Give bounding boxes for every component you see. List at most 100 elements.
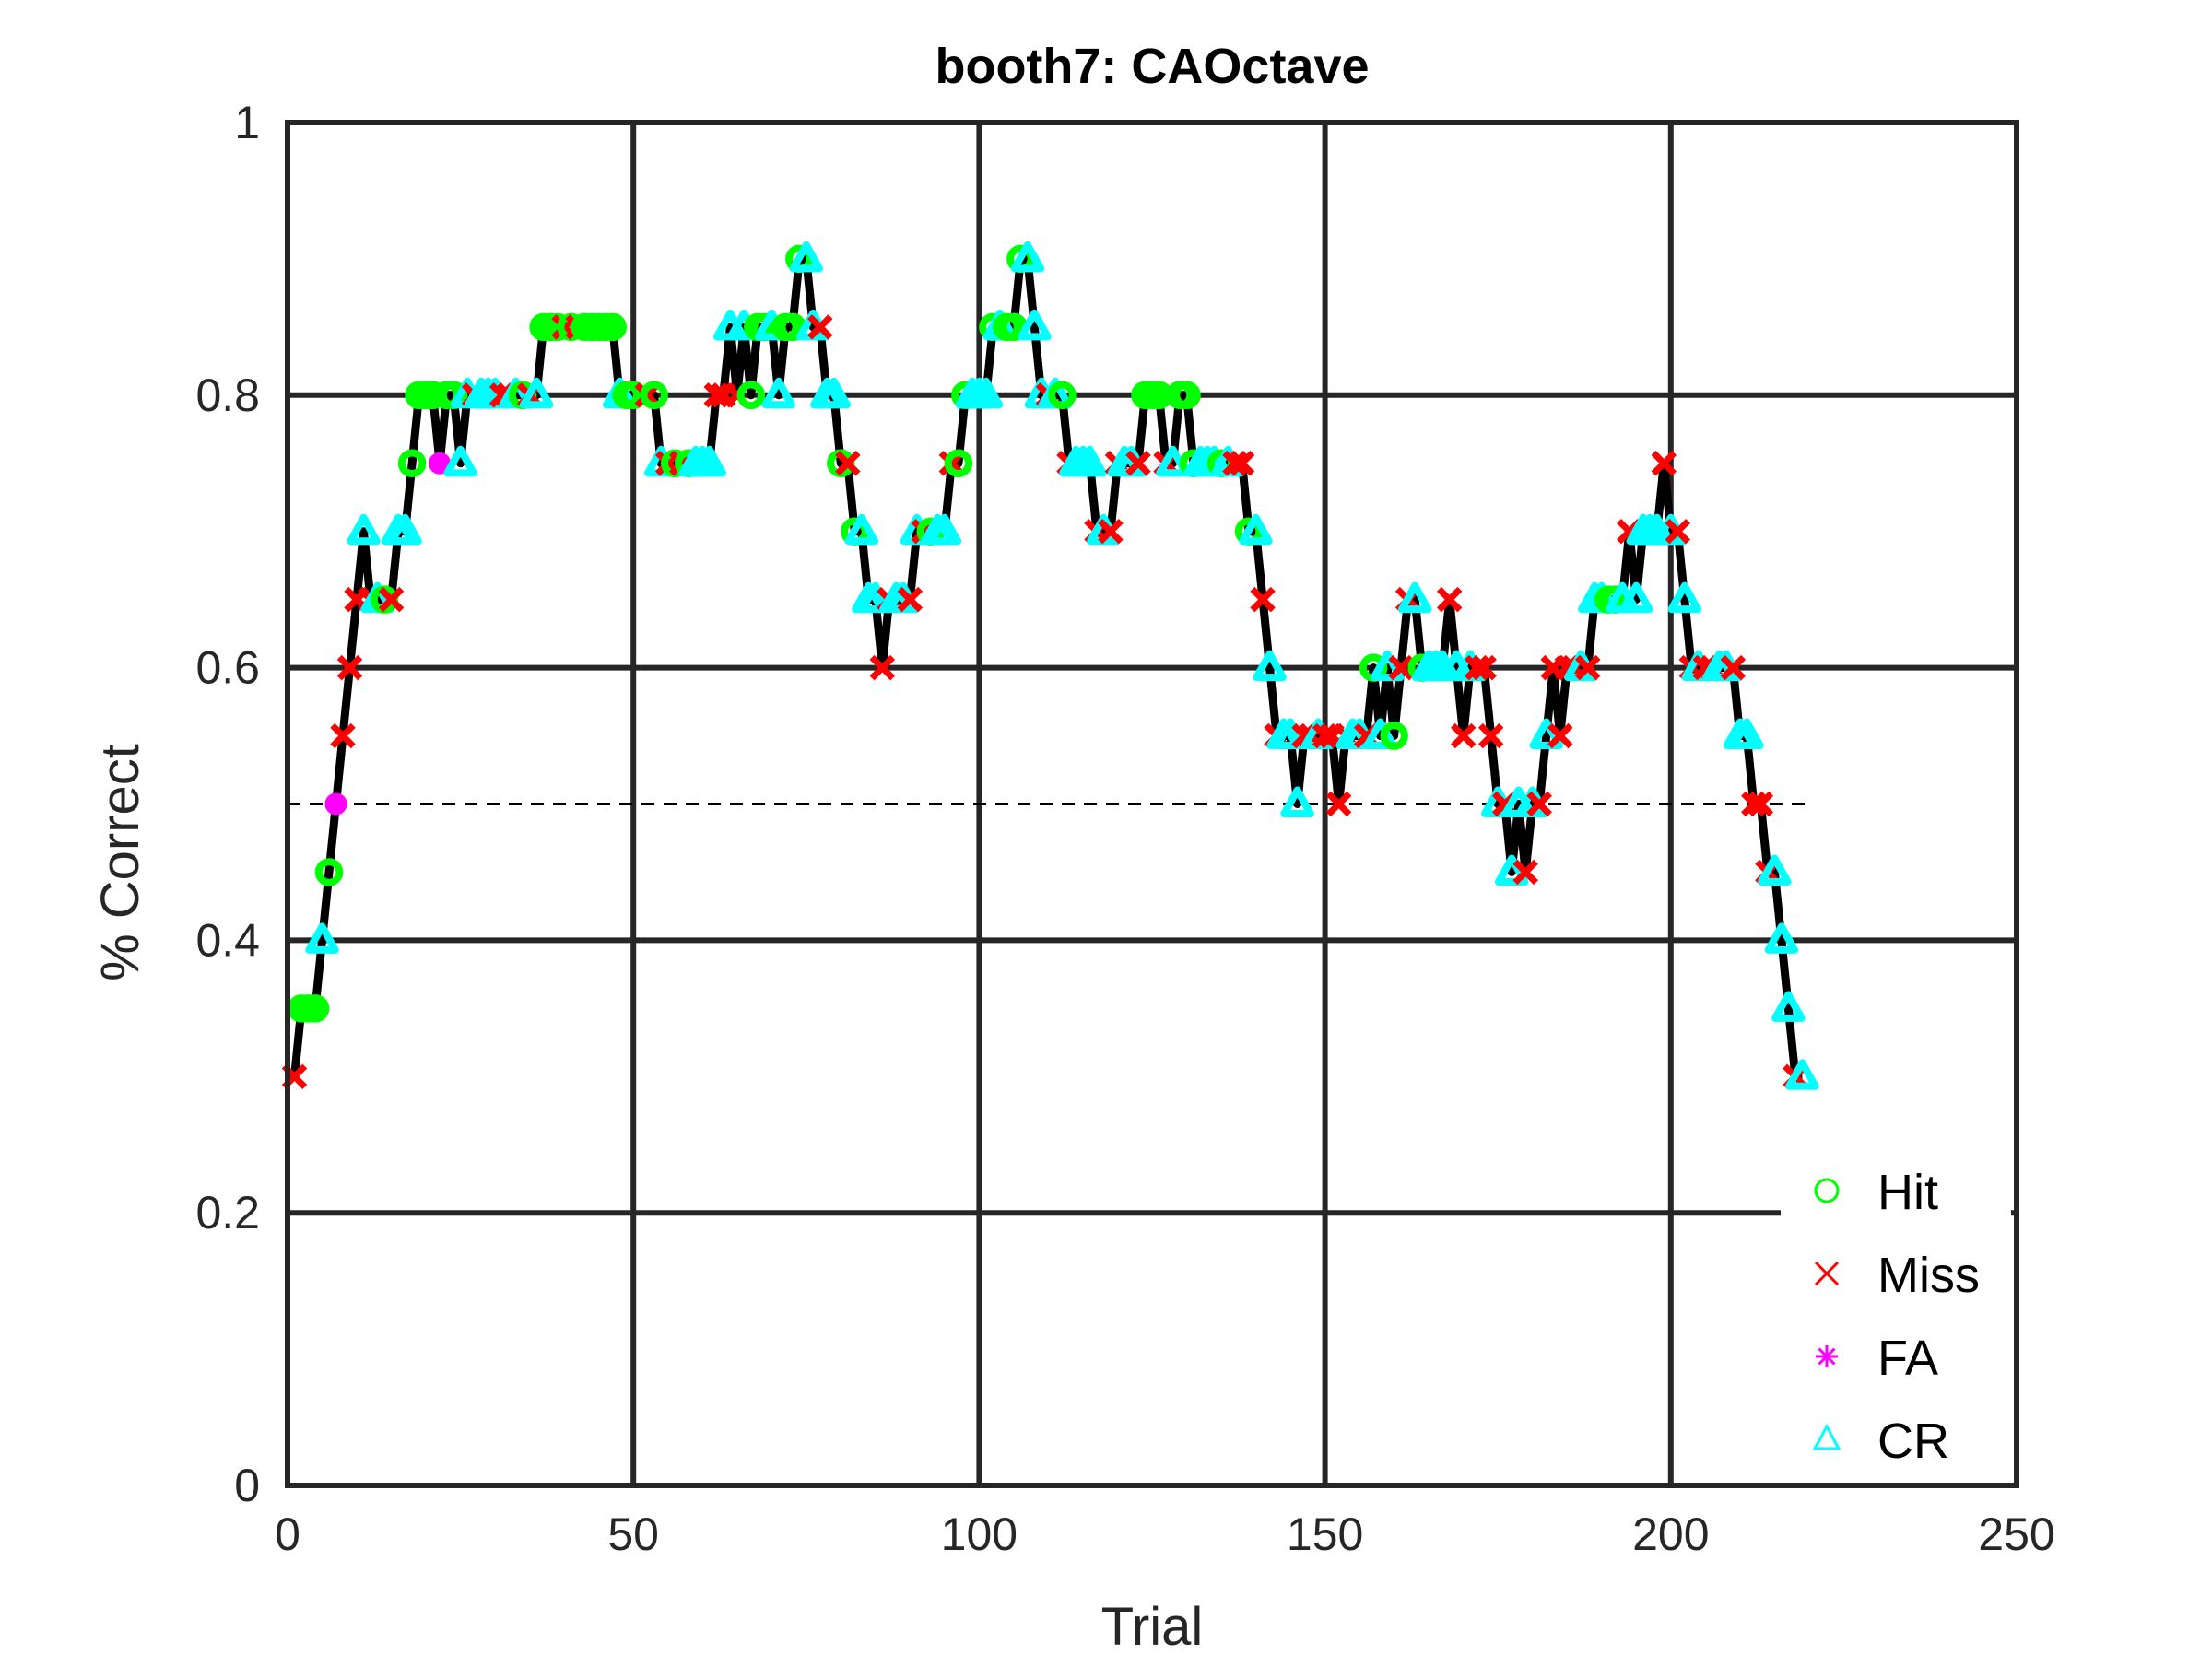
trial-marker-miss [1512,859,1538,886]
trial-marker-miss [1312,722,1338,749]
trial-marker-miss [1720,654,1747,681]
legend-label: Miss [1877,1248,1980,1303]
legend-item-fa: FA [1816,1331,1938,1386]
trial-markers [281,241,1819,1090]
plot-frame [285,120,2019,1488]
legend-item-hit: Hit [1814,1165,1938,1220]
trial-marker-miss [1741,791,1767,817]
trial-marker-miss [835,451,861,476]
trial-marker-miss [703,382,729,408]
y-axis-label: % Correct [90,744,150,981]
trial-marker-miss [330,722,356,749]
trial-marker-miss [1526,791,1552,817]
trial-marker-cr [1018,309,1052,341]
trial-marker-miss [1471,654,1497,681]
x-axis-label: Trial [1101,1597,1204,1655]
trial-marker-miss [378,586,405,613]
trial-marker-cr [1529,718,1563,750]
trial-marker-miss [869,654,896,681]
trial-marker-hit [314,858,344,886]
x-tick-label: 50 [607,1508,659,1560]
trial-marker-cr [1010,241,1045,273]
y-tick-label: 0.2 [195,1187,260,1238]
trial-marker-hit [640,381,668,410]
trial-marker-miss [1477,722,1504,749]
legend-box [1781,1163,2011,1480]
trial-marker-hit [944,449,973,477]
trial-marker-miss [807,314,833,340]
trial-marker-miss [1125,451,1151,476]
trial-marker-cr [789,241,824,273]
y-tick-label: 1 [234,97,260,148]
trial-marker-cr [858,581,893,614]
trial-marker-cr [1156,445,1190,477]
trial-marker-miss [1229,451,1255,476]
trial-marker-cr [1785,1059,1819,1090]
legend: Hit Miss FA CR [1781,1163,2011,1480]
trial-marker-cr [305,922,339,954]
trial-marker-hit [1172,381,1201,410]
trial-marker-miss [1651,451,1677,476]
y-tick-label: 0.6 [195,642,260,694]
trial-marker-cr [1667,581,1702,614]
trial-marker-fa [324,792,347,816]
trial-marker-miss [1098,518,1124,545]
trial-marker-hit [1048,381,1077,410]
trial-marker-miss [1575,654,1601,681]
trial-marker-cr [844,513,879,546]
trial-marker-miss [1665,518,1691,545]
trial-marker-cr [692,445,726,477]
trial-marker-cr [1253,650,1287,682]
trial-marker-cr [443,445,477,477]
legend-symbol-hit [1814,1178,1840,1203]
legend-symbol-fa [1816,1345,1838,1367]
x-tick-label: 250 [1978,1508,2054,1560]
x-tick-label: 200 [1632,1508,1709,1560]
trial-marker-hit [1380,722,1408,750]
trial-marker-miss [1464,654,1490,681]
trial-marker-cr [1073,445,1107,477]
trial-marker-miss [1436,586,1463,613]
trial-marker-cr [1771,991,1806,1022]
trial-marker-cr [927,513,962,546]
trial-marker-cr [1619,581,1653,614]
trial-marker-miss [1325,791,1352,817]
y-tick-label: 0.4 [195,914,260,966]
legend-symbol-miss [1814,1261,1840,1286]
trial-marker-cr [1280,786,1314,817]
trial-marker-miss [1222,451,1248,476]
trial-marker-cr [1730,718,1764,750]
trial-marker-cr [761,377,796,409]
trial-marker-miss [1450,722,1477,749]
trial-marker-cr [1397,581,1432,614]
trial-marker-cr [817,377,852,409]
chart-title: booth7: CAOctave [935,39,1369,94]
legend-item-cr: CR [1812,1414,1949,1469]
legend-label: Hit [1877,1165,1938,1220]
trial-marker-miss [336,654,363,681]
trial-marker-cr [969,377,1004,409]
legend-item-miss: Miss [1814,1248,1980,1303]
trial-marker-cr [519,377,554,409]
x-axis-ticks: 0 50 100 150 200 250 [275,1508,2055,1560]
trial-marker-miss [1747,791,1774,817]
trial-marker-hit [300,994,330,1023]
legend-label: CR [1877,1414,1949,1469]
x-tick-label: 0 [275,1508,300,1560]
y-tick-label: 0.8 [195,370,260,421]
y-tick-label: 0 [234,1460,260,1511]
trial-marker-hit [397,449,427,477]
trial-marker-miss [897,586,924,613]
trial-marker-miss [1388,654,1414,681]
trial-marker-cr [1494,854,1529,886]
trial-marker-miss [1250,586,1276,613]
x-tick-label: 100 [941,1508,1018,1560]
trial-marker-hit [598,312,627,342]
trial-marker-cr [1758,854,1792,886]
trial-marker-cr [347,513,381,546]
trial-marker-miss [1547,722,1573,749]
legend-symbol-cr [1812,1423,1841,1450]
x-tick-label: 150 [1287,1508,1363,1560]
trial-marker-cr [1273,718,1308,750]
